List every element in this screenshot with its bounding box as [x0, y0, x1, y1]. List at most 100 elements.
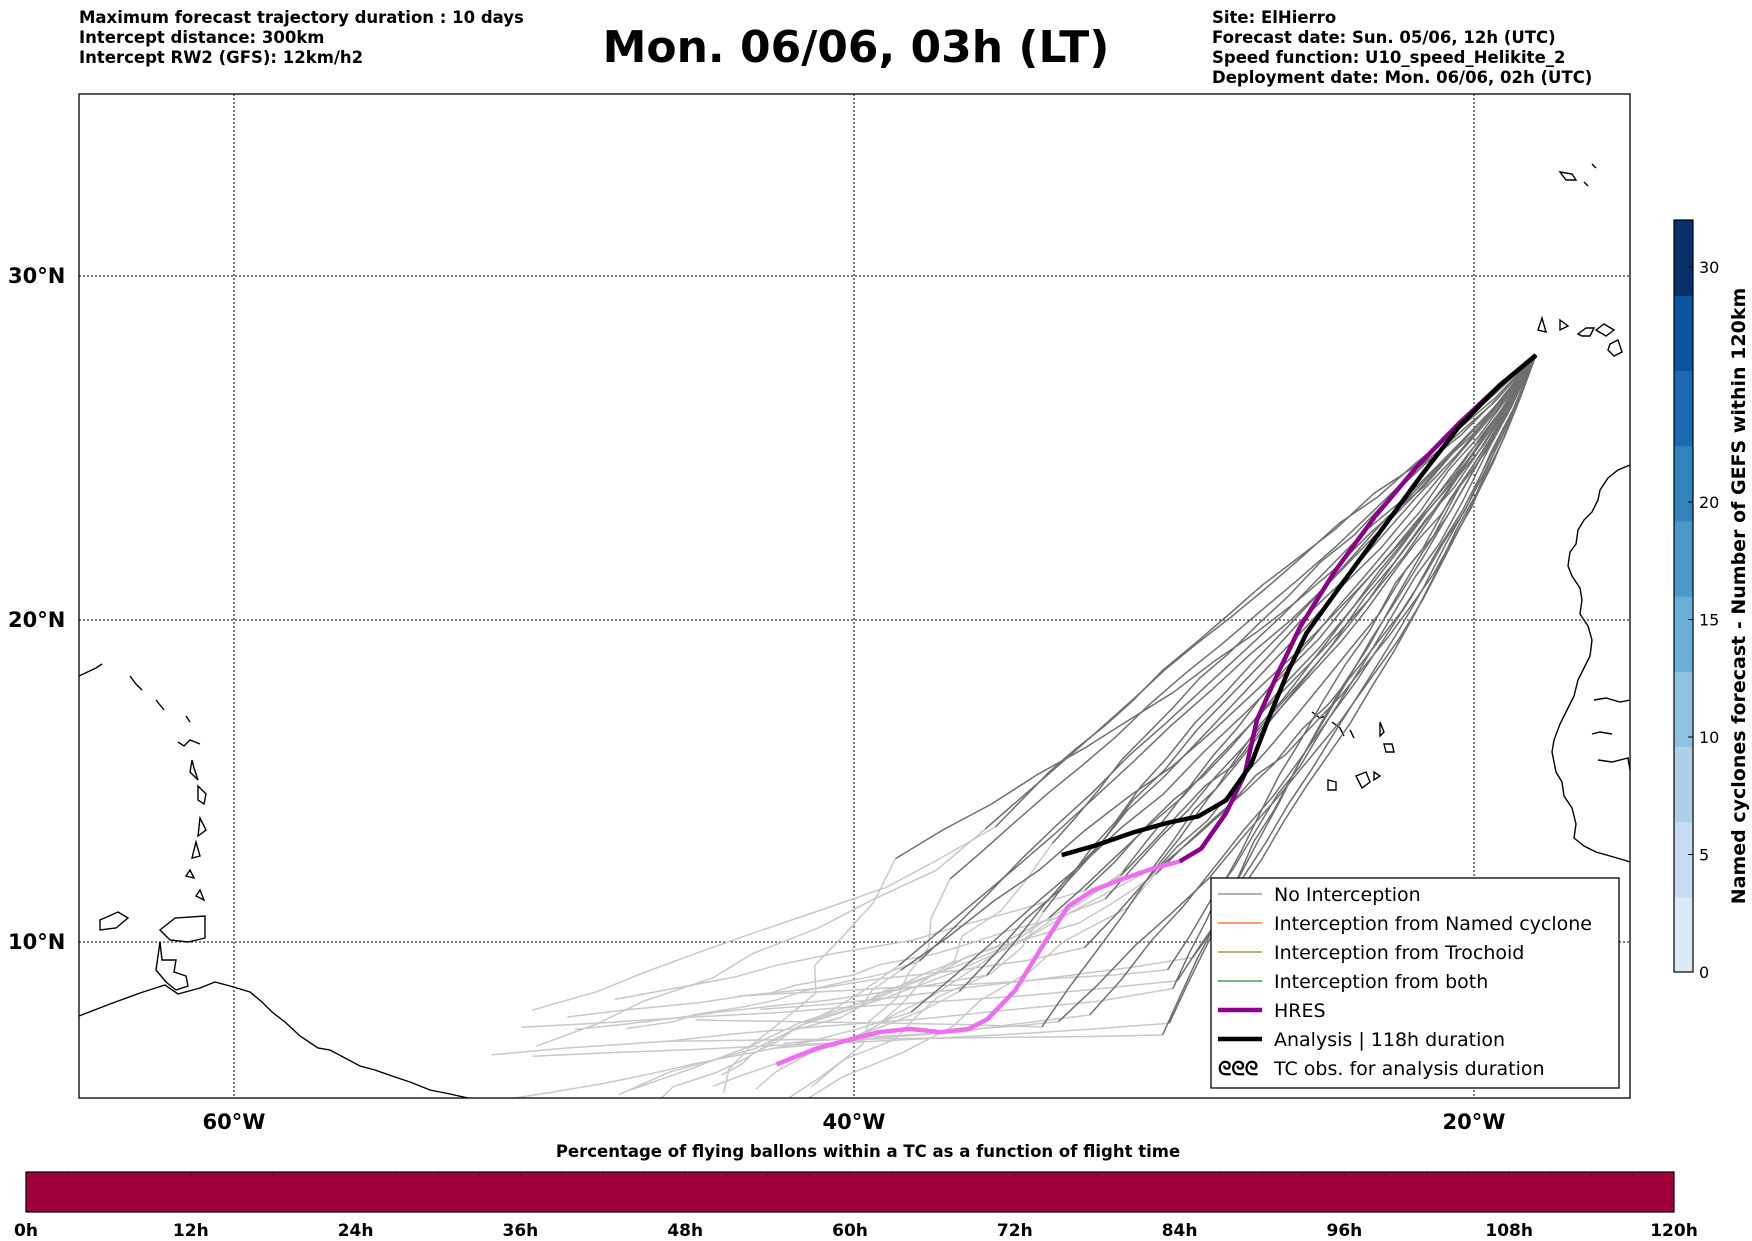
- progress-bar-tick-label: 108h: [1485, 1221, 1533, 1241]
- ensemble-trajectory: [1161, 354, 1537, 1036]
- ensemble-trajectory-late: [618, 868, 1153, 1096]
- ensemble-trajectory: [1122, 354, 1537, 873]
- info-line: Deployment date: Mon. 06/06, 02h (UTC): [1212, 68, 1593, 87]
- colorbar-segment: [1674, 445, 1693, 522]
- forecast-info-right: Site: ElHierro Forecast date: Sun. 05/06…: [1212, 8, 1592, 88]
- colorbar-segment: [1674, 671, 1693, 747]
- hres-trajectory-late: [775, 859, 1181, 1067]
- progress-bar-tick-label: 36h: [503, 1221, 539, 1241]
- info-line: Site: ElHierro: [1212, 8, 1337, 27]
- colorbar-segment: [1674, 520, 1693, 597]
- legend-box: [1210, 877, 1620, 1089]
- legend-label: Analysis | 118h duration: [1274, 1029, 1505, 1051]
- colorbar-ticks: 0 5 10 15 20 30: [1688, 258, 1719, 982]
- ensemble-trajectory-late: [491, 987, 1174, 1056]
- colorbar-tick-label: 15: [1699, 611, 1719, 630]
- colorbar-segment: [1674, 596, 1693, 672]
- ensemble-trajectory-late: [810, 878, 951, 1088]
- ensemble-trajectory-late: [660, 964, 900, 1098]
- ensemble-trajectory: [949, 354, 1537, 880]
- progress-bar-fill: [26, 1172, 1674, 1212]
- progress-bar-tick-label: 72h: [997, 1221, 1033, 1241]
- progress-bar-minor-ticks: [66, 1172, 1634, 1177]
- lat-label: 30°N: [8, 264, 65, 288]
- lon-label: 60°W: [203, 1110, 266, 1134]
- forecast-info-left: Maximum forecast trajectory duration : 1…: [79, 8, 524, 68]
- colorbar-segment: [1674, 370, 1693, 447]
- colorbar-tick-label: 0: [1699, 963, 1709, 982]
- ensemble-trajectory: [1089, 354, 1537, 1016]
- ensemble-trajectory-late: [832, 843, 1053, 1048]
- ensemble-trajectory-late: [807, 862, 1165, 1098]
- info-line: Maximum forecast trajectory duration : 1…: [79, 8, 524, 27]
- ensemble-trajectory-late: [531, 826, 996, 1011]
- progress-bar-title: Percentage of flying ballons within a TC…: [556, 1142, 1180, 1161]
- progress-bar-tick-label: 84h: [1162, 1221, 1198, 1241]
- coastline-trinidad: [99, 911, 206, 991]
- legend-label: No Interception: [1274, 884, 1421, 906]
- colorbar-segment: [1674, 746, 1693, 823]
- colorbar-label: Named cyclones forecast - Number of GEFS…: [1728, 288, 1750, 905]
- ensemble-trajectory: [900, 354, 1537, 971]
- lon-label: 20°W: [1443, 1110, 1506, 1134]
- info-line: Intercept distance: 300km: [79, 28, 325, 47]
- ensemble-trajectory-late: [764, 898, 1106, 996]
- ensemble-trajectory-late: [575, 974, 987, 1031]
- ensemble-trajectory-late: [789, 911, 1044, 1098]
- ensemble-trajectory: [1192, 354, 1537, 958]
- ensemble-trajectory-late: [567, 946, 1085, 1018]
- info-line: Intercept RW2 (GFS): 12km/h2: [79, 48, 364, 67]
- ensemble-trajectory: [1042, 354, 1537, 913]
- coastline-ne-africa: [1551, 464, 1630, 863]
- colorbar-tick-label: 10: [1699, 728, 1719, 747]
- ensemble-trajectory-late: [520, 979, 1178, 1029]
- coastline-south-america: [79, 981, 469, 1098]
- colorbar-segment: [1674, 821, 1693, 898]
- colorbar-frame: [1673, 219, 1694, 973]
- ensemble-trajectory: [986, 354, 1537, 976]
- progress-bar-frame: [25, 1171, 1675, 1213]
- ensemble-trajectory: [1151, 354, 1537, 870]
- info-line: Speed function: U10_speed_Helikite_2: [1212, 48, 1566, 67]
- ensemble-trajectory: [1084, 354, 1537, 891]
- hres-trajectory: [1178, 353, 1538, 864]
- coastline-madeira: [1558, 163, 1597, 187]
- progress-bar-tick-label: 120h: [1650, 1221, 1698, 1241]
- coastline-senegal-detail: [1591, 697, 1630, 771]
- ensemble-trajectory-late: [755, 917, 1050, 1090]
- progress-bar-tick-label: 24h: [338, 1221, 374, 1241]
- ensemble-trajectory-late: [532, 1022, 1170, 1057]
- colorbar-tick-label: 30: [1699, 258, 1719, 277]
- colorbar-segment: [1674, 295, 1693, 371]
- ensemble-trajectory-late: [770, 1014, 1090, 1050]
- trajectories-no-interception: [895, 354, 1537, 1036]
- ensemble-trajectory-late: [738, 969, 1168, 997]
- ensemble-trajectory: [919, 354, 1537, 962]
- coastline-lesser-antilles: [79, 663, 207, 902]
- ensemble-trajectory: [1083, 354, 1537, 949]
- ensemble-trajectory: [1163, 354, 1537, 864]
- page-title: Mon. 06/06, 03h (LT): [602, 22, 1110, 73]
- legend-label: TC obs. for analysis duration: [1273, 1058, 1545, 1080]
- colorbar-segment: [1674, 896, 1693, 973]
- colorbar-tick-label: 5: [1699, 846, 1709, 865]
- colorbar: 0 5 10 15 20 30 Named cyclones forecast - Num…: [1673, 219, 1750, 982]
- lon-label: 40°W: [823, 1110, 886, 1134]
- progress-bar-ticks: 0h 12h 24h 36h 48h 60h 72h 84h 96h 108h 120h: [14, 1221, 1698, 1241]
- legend: No Interception Interception from Named …: [1210, 877, 1620, 1089]
- tc-obs-symbol-icon: ᘓᘓᘓ: [1218, 1058, 1258, 1080]
- colorbar-segments: [1674, 220, 1693, 973]
- ensemble-trajectory: [958, 354, 1537, 993]
- ensemble-trajectory-late: [661, 1034, 1163, 1042]
- progress-bar-tick-label: 48h: [667, 1221, 703, 1241]
- legend-label: Interception from both: [1274, 971, 1488, 993]
- legend-label: HRES: [1274, 1000, 1326, 1022]
- ensemble-trajectory-late: [722, 858, 897, 1093]
- progress-bar-tick-label: 96h: [1327, 1221, 1363, 1241]
- ensemble-trajectory: [895, 354, 1537, 860]
- coastlines: [79, 163, 1630, 1098]
- coastline-canary-islands: [1537, 315, 1623, 357]
- progress-bar-tick-label: 60h: [832, 1221, 868, 1241]
- lat-label: 10°N: [8, 930, 65, 954]
